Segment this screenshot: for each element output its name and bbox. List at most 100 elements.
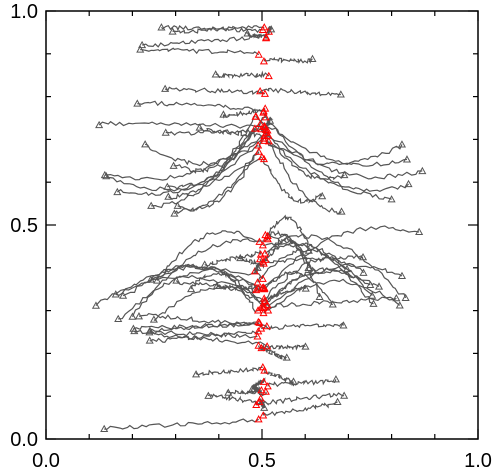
end-marker-38	[200, 260, 209, 268]
end-marker-28	[224, 388, 233, 396]
end-marker-85	[119, 291, 128, 299]
end-marker-50	[102, 171, 111, 180]
y-tick-label-0: 0.0	[10, 429, 38, 451]
start-marker-55	[251, 112, 260, 120]
end-marker-60	[397, 140, 407, 148]
start-marker-10	[261, 104, 270, 112]
trajectory-line-68	[267, 214, 310, 251]
end-marker-26	[249, 384, 258, 393]
end-marker-39	[243, 29, 252, 37]
end-marker-18	[340, 391, 349, 399]
trajectory-line-28	[226, 389, 267, 397]
start-marker-48	[250, 124, 259, 132]
trajectory-line-74	[150, 263, 265, 308]
trajectory-line-22	[133, 321, 259, 331]
trajectory-line-60	[264, 140, 403, 166]
trajectory-line-84	[257, 248, 348, 283]
start-marker-26	[257, 386, 266, 394]
y-tick-label-1: 0.5	[10, 215, 38, 237]
trajectory-line-30	[140, 47, 260, 56]
end-marker-57	[100, 170, 109, 179]
start-marker-16	[250, 267, 259, 275]
start-marker-15	[263, 342, 272, 350]
end-marker-67	[368, 291, 377, 299]
trajectory-line-15	[149, 331, 268, 347]
end-marker-76	[153, 276, 162, 284]
trajectory-line-23	[263, 370, 295, 387]
start-marker-17	[254, 415, 263, 423]
end-marker-84	[342, 264, 352, 273]
trajectory-line-54	[255, 116, 408, 167]
trajectory-line-62	[266, 233, 407, 299]
trajectory-line-13	[263, 296, 397, 309]
end-marker-74	[146, 275, 155, 283]
trajectory-line-37	[207, 393, 262, 406]
end-marker-29	[331, 375, 340, 383]
start-marker-80	[258, 241, 267, 249]
trajectory-line-32	[261, 322, 345, 331]
trajectory-line-39	[244, 32, 269, 39]
end-marker-17	[100, 424, 109, 433]
end-marker-43	[212, 281, 221, 289]
trajectory-line-18	[256, 392, 345, 407]
end-marker-58	[337, 207, 346, 215]
end-marker-68	[304, 246, 313, 254]
end-marker-30	[136, 45, 145, 53]
end-marker-46	[147, 201, 156, 209]
trajectory-line-80	[262, 240, 374, 305]
start-marker-83	[256, 303, 265, 312]
end-marker-59	[418, 166, 427, 175]
end-marker-64	[114, 314, 123, 323]
trajectory-layer	[95, 24, 423, 430]
trajectory-line-56	[144, 138, 264, 167]
trajectory-line-73	[264, 256, 365, 300]
end-marker-53	[318, 191, 327, 200]
trajectory-line-64	[118, 266, 264, 320]
start-marker-70	[263, 300, 272, 308]
end-marker-32	[339, 321, 348, 329]
trajectory-line-58	[260, 129, 342, 215]
end-marker-63	[315, 292, 324, 300]
y-tick-label-2: 1.0	[10, 1, 38, 23]
end-marker-34	[145, 326, 154, 334]
end-marker-54	[402, 155, 412, 163]
end-marker-47	[170, 209, 179, 217]
trajectory-line-52	[263, 127, 345, 181]
end-marker-65	[328, 300, 337, 308]
start-marker-37	[255, 397, 264, 406]
start-marker-31	[254, 341, 263, 349]
trajectory-line-65	[264, 270, 333, 306]
trajectory-line-6	[261, 344, 306, 351]
end-marker-81	[304, 263, 313, 272]
end-marker-62	[401, 293, 410, 301]
start-marker-60	[260, 136, 269, 144]
trajectory-line-19	[215, 70, 270, 80]
end-marker-13	[392, 293, 401, 302]
end-marker-69	[187, 284, 196, 293]
trajectory-line-75	[267, 278, 401, 311]
start-marker-45	[261, 113, 270, 121]
end-marker-72	[397, 271, 407, 280]
end-marker-75	[395, 301, 404, 309]
trajectory-line-67	[264, 242, 373, 296]
end-marker-73	[359, 268, 368, 276]
start-marker-84	[253, 278, 262, 286]
start-marker-58	[257, 125, 266, 133]
trajectory-line-34	[149, 329, 258, 339]
end-marker-20	[333, 397, 342, 405]
trajectory-line-83	[260, 269, 380, 309]
end-marker-0	[301, 284, 310, 292]
end-marker-80	[369, 299, 378, 307]
end-marker-27	[138, 40, 147, 49]
end-marker-5	[236, 253, 245, 262]
end-marker-25	[172, 276, 181, 284]
start-marker-34	[253, 332, 262, 340]
x-tick-label-1: 0.5	[248, 450, 276, 472]
end-marker-19	[211, 70, 220, 78]
start-marker-61	[259, 108, 268, 116]
trajectory-line-3	[149, 330, 259, 343]
end-marker-44	[113, 187, 122, 196]
x-tick-label-2: 1.0	[464, 450, 492, 472]
start-marker-42	[259, 57, 268, 65]
start-marker-41	[256, 87, 265, 95]
